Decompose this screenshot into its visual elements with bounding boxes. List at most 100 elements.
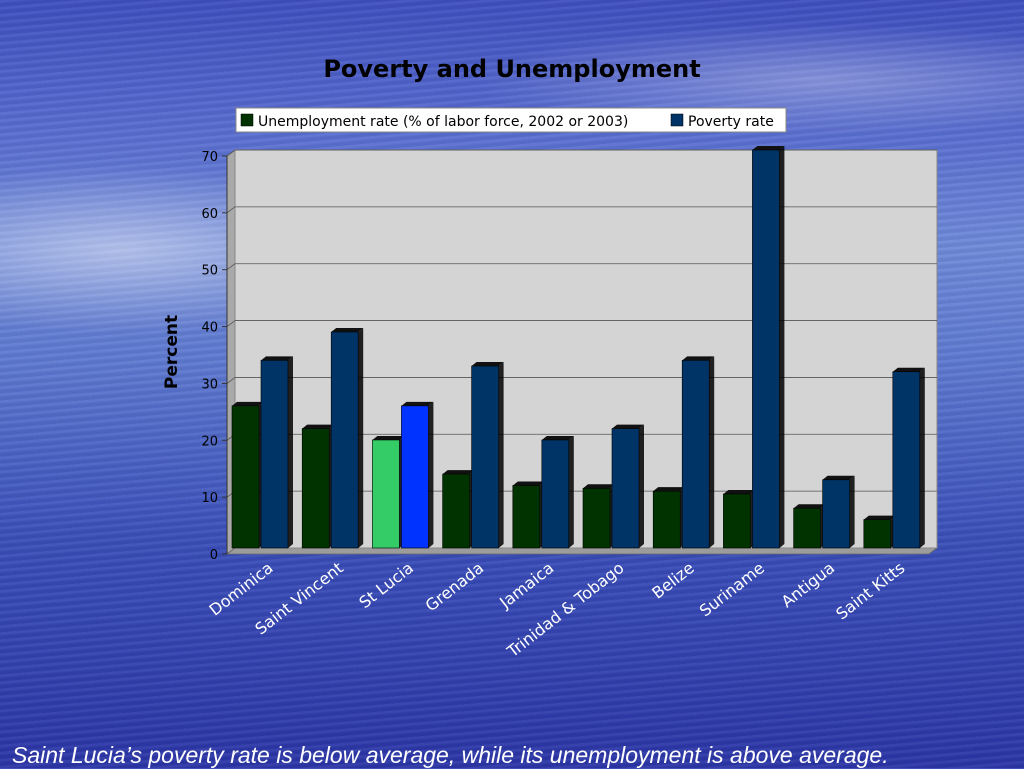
bar-unemployment [301,424,335,549]
slide-caption: Saint Lucia’s poverty rate is below aver… [12,742,889,768]
bar-poverty-top [682,356,715,361]
bars [231,146,925,549]
bar-unemployment-face [301,428,330,549]
bar-unemployment-face [793,507,821,549]
x-tick-label: St Lucia [355,558,417,612]
x-tick-label: Trinidad & Tobago [503,558,628,661]
gridline-side [226,149,236,157]
bar-unemployment-face [372,439,400,549]
bar-poverty [752,146,785,549]
bar-poverty [681,356,715,549]
bar-unemployment-face [652,490,681,549]
bar-unemployment [442,470,475,549]
gridline-side [226,320,236,327]
bar-poverty-side [288,356,293,548]
bar-poverty-face [541,439,570,549]
bar-unemployment [582,484,615,549]
bar-unemployment-face [582,487,611,549]
bar-poverty-top [471,362,504,367]
bar-poverty-side [498,362,504,548]
bar-poverty [330,327,364,549]
x-tick-label: Antigua [778,558,838,611]
bar-poverty-side [568,435,574,548]
y-axis-label: Percent [162,315,182,389]
bar-poverty [471,362,504,549]
bar-unemployment-top [372,435,405,440]
bar-poverty-face [681,360,710,549]
bar-unemployment-top [232,401,264,406]
bar-poverty-face [330,331,359,549]
bar-poverty [541,435,574,549]
bar-poverty-face [892,371,921,549]
bar-poverty [260,356,293,549]
bar-poverty-top [752,146,785,150]
bar-poverty-top [331,327,364,332]
y-tick-label: 70 [201,150,218,165]
bar-unemployment-top [793,504,826,509]
bar-poverty [401,401,434,549]
y-tick-label: 50 [201,264,218,279]
bar-poverty-top [612,424,644,429]
bar-poverty-side [358,327,364,548]
bar-poverty-top [541,435,574,440]
x-tick-label: Suriname [696,558,768,620]
bar-poverty-face [260,360,289,549]
bar-poverty-side [849,475,855,548]
bar-poverty-top [822,475,855,480]
bar-poverty-side [639,424,644,548]
x-tick-label: Belize [648,558,697,602]
y-axis-ticks: 0 10 20 30 40 50 60 70 [201,150,228,563]
x-tick-label: Jamaica [495,558,557,612]
x-tick-label: Dominica [206,558,277,619]
bar-chart: Poverty and Unemployment Unemployment ra… [162,55,939,661]
bar-unemployment-top [512,481,545,486]
bar-poverty-face [401,405,429,549]
bar-unemployment [793,504,826,549]
legend-box [235,107,787,133]
bar-unemployment-top [583,484,615,489]
bar-poverty-top [261,356,293,361]
bar-poverty-side [428,401,434,548]
bar-poverty-face [822,479,850,549]
bar-poverty-face [471,365,499,549]
y-tick-label: 0 [210,548,218,563]
bar-poverty-top [892,367,925,372]
bar-poverty [892,367,925,549]
bar-unemployment-face [723,493,751,549]
bar-unemployment [372,435,405,549]
legend-label-unemployment: Unemployment rate (% of labor force, 200… [258,114,628,130]
bar-poverty-top [401,401,434,406]
legend-swatch-poverty [670,113,684,127]
bar-poverty-side [919,367,925,548]
bar-unemployment-top [863,515,896,520]
y-tick-label: 30 [201,377,218,392]
bar-poverty-face [752,149,780,549]
gridline-side [226,377,236,384]
bar-unemployment [863,515,896,549]
bar-unemployment-top [653,487,686,492]
legend-label-poverty: Poverty rate [688,114,774,130]
legend-swatch-unemployment [240,113,254,127]
bar-unemployment-top [442,470,475,475]
bar-poverty-face [611,428,640,549]
y-tick-label: 20 [201,434,218,449]
chart-title: Poverty and Unemployment [323,55,700,83]
bar-unemployment-face [512,485,541,549]
bar-unemployment [231,401,264,549]
bar-unemployment-top [302,424,335,429]
bar-poverty-side [779,146,785,548]
plot-floor [225,547,939,555]
gridline-side [226,206,236,214]
chart-legend: Unemployment rate (% of labor force, 200… [235,107,787,133]
bar-unemployment [652,487,686,549]
bar-unemployment-face [442,473,470,549]
bar-poverty [611,424,644,549]
bar-unemployment-face [231,405,260,549]
bar-unemployment-face [863,519,892,549]
gridline-side [226,263,236,271]
x-tick-label: Saint Kitts [832,558,908,623]
bar-unemployment-top [723,489,756,494]
bar-poverty-side [709,356,715,548]
x-tick-label: Grenada [422,558,488,615]
